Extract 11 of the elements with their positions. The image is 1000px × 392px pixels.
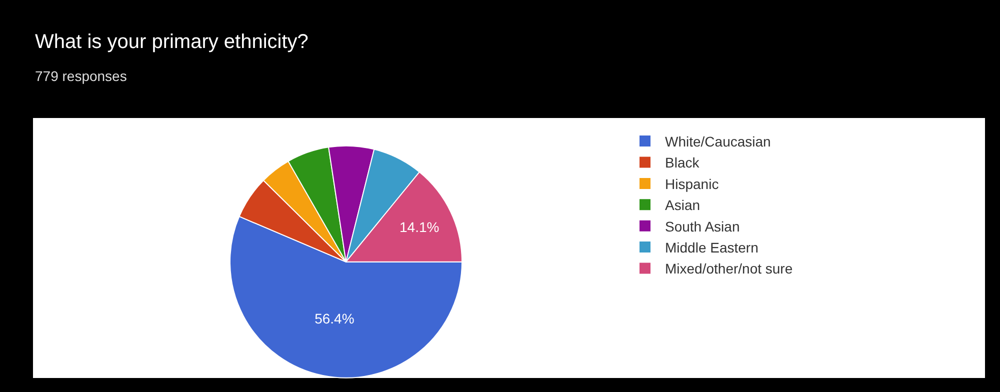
legend-label: Middle Eastern [665,240,758,256]
data-label: 14.1% [400,219,440,236]
legend-label: Hispanic [665,176,719,192]
legend-label: South Asian [665,218,740,234]
legend-label: Mixed/other/not sure [665,260,793,277]
data-label: 56.4% [314,310,354,327]
legend-label: Asian [665,197,700,214]
chart-title: What is your primary ethnicity? [35,31,308,53]
text: 779 responses [35,68,127,84]
legend-label: Black [665,154,700,171]
legend-label: White/Caucasian [665,134,771,150]
